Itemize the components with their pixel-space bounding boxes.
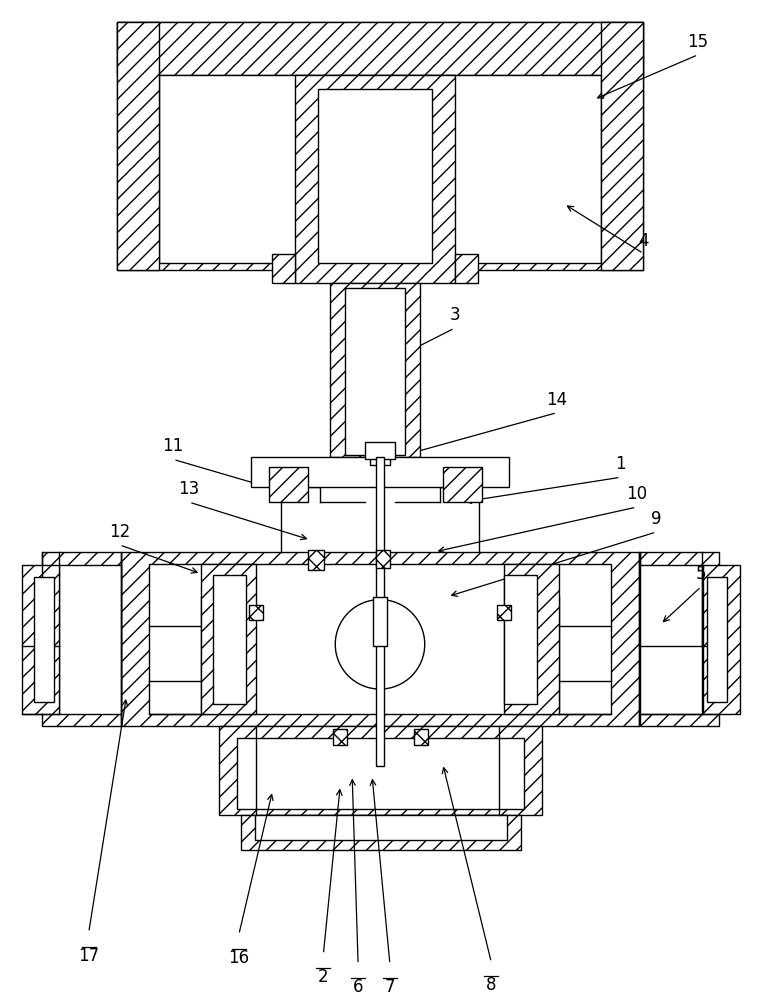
Bar [318, 89, 431, 263]
Bar [707, 577, 727, 702]
Bar [272, 254, 295, 283]
Bar [370, 455, 390, 465]
Bar [443, 467, 482, 502]
Bar [116, 22, 159, 270]
Text: 15: 15 [688, 33, 708, 51]
Bar [365, 442, 395, 459]
Bar [116, 22, 644, 270]
Text: 10: 10 [626, 485, 647, 503]
Text: 2: 2 [318, 968, 329, 986]
Bar [345, 288, 405, 455]
Bar [498, 605, 511, 620]
Bar [249, 605, 263, 620]
Text: 17: 17 [78, 947, 99, 965]
Bar [237, 738, 524, 809]
Text: 16: 16 [228, 949, 250, 967]
Bar [376, 457, 384, 766]
Bar [373, 597, 387, 646]
Bar [376, 550, 390, 568]
Bar [250, 457, 509, 487]
Bar [59, 565, 122, 714]
Bar [159, 75, 600, 263]
Bar [22, 565, 59, 714]
Bar [639, 552, 719, 726]
Bar [295, 75, 454, 283]
Bar [454, 254, 479, 283]
Text: 6: 6 [353, 978, 364, 996]
Bar [213, 575, 246, 704]
Bar [505, 564, 559, 714]
Bar [330, 283, 420, 457]
Bar [333, 729, 347, 745]
Bar [122, 552, 638, 726]
Bar [34, 577, 54, 702]
Bar [219, 726, 542, 815]
Bar [240, 815, 521, 850]
Bar [269, 467, 308, 502]
Bar [639, 565, 702, 714]
Bar [308, 550, 324, 570]
Text: 12: 12 [109, 523, 130, 541]
Text: 7: 7 [385, 978, 395, 996]
Bar [201, 564, 256, 714]
Text: 4: 4 [638, 232, 648, 250]
Text: 5: 5 [696, 565, 706, 583]
Text: 9: 9 [651, 510, 661, 528]
Text: 11: 11 [163, 437, 184, 455]
Bar [505, 575, 537, 704]
Circle shape [336, 600, 425, 689]
Bar [703, 565, 740, 714]
Text: 13: 13 [179, 480, 199, 498]
Text: 8: 8 [486, 976, 497, 994]
Bar [255, 815, 508, 840]
Text: 14: 14 [546, 391, 568, 409]
Text: 1: 1 [616, 455, 626, 473]
Bar [149, 564, 610, 714]
Bar [116, 22, 644, 75]
Bar [600, 22, 644, 270]
Text: 3: 3 [449, 306, 460, 324]
Bar [42, 552, 122, 726]
Bar [414, 729, 428, 745]
